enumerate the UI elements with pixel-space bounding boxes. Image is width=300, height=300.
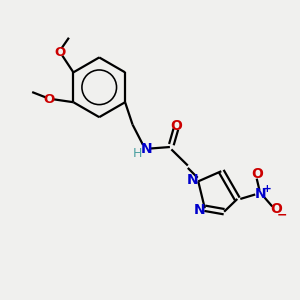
Text: O: O: [54, 46, 66, 59]
Text: N: N: [187, 173, 199, 187]
Text: −: −: [277, 209, 288, 222]
Text: +: +: [262, 184, 271, 194]
Text: H: H: [133, 147, 142, 161]
Text: N: N: [194, 203, 205, 217]
Text: O: O: [170, 118, 182, 133]
Text: O: O: [270, 202, 282, 216]
Text: O: O: [44, 93, 55, 106]
Text: N: N: [141, 142, 152, 156]
Text: O: O: [251, 167, 263, 181]
Text: N: N: [254, 188, 266, 202]
